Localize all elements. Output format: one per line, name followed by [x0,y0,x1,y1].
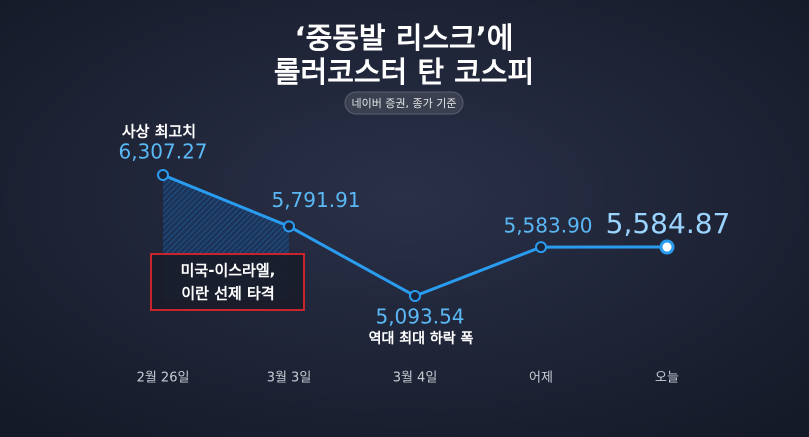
annotation: 미국-이스라엘, [181,262,276,280]
point [157,169,169,181]
title-line: 롤러코스터 탄 코스피 [274,55,534,89]
subtitle: 네이버 증권, 종가 기준 [351,97,456,110]
value-label: 5,791.91 [271,188,360,212]
point [409,290,421,302]
x-tick-label: 오늘 [655,371,679,386]
annotation: 역대 최대 하락 폭 [369,330,474,347]
x-tick-label: 어제 [529,371,553,386]
x-tick-label: 3월 4일 [393,371,438,386]
value-label: 6,307.27 [118,140,207,164]
point [535,241,547,254]
annotation-box [150,253,305,311]
x-tick-label: 3월 3일 [267,371,312,386]
value-label: 5,093.54 [375,305,464,329]
annotation: 이란 선제 타격 [181,285,274,303]
x-tick-label: 2월 26일 [137,371,190,386]
value-label: 5,583.90 [503,214,592,238]
annotation: 사상 최고치 [122,123,196,141]
value-label: 5,584.87 [606,207,731,240]
point [283,220,295,233]
point [659,239,675,255]
subtitle-pill [344,91,464,115]
title-line: ‘중동발 리스크’에 [295,21,514,55]
